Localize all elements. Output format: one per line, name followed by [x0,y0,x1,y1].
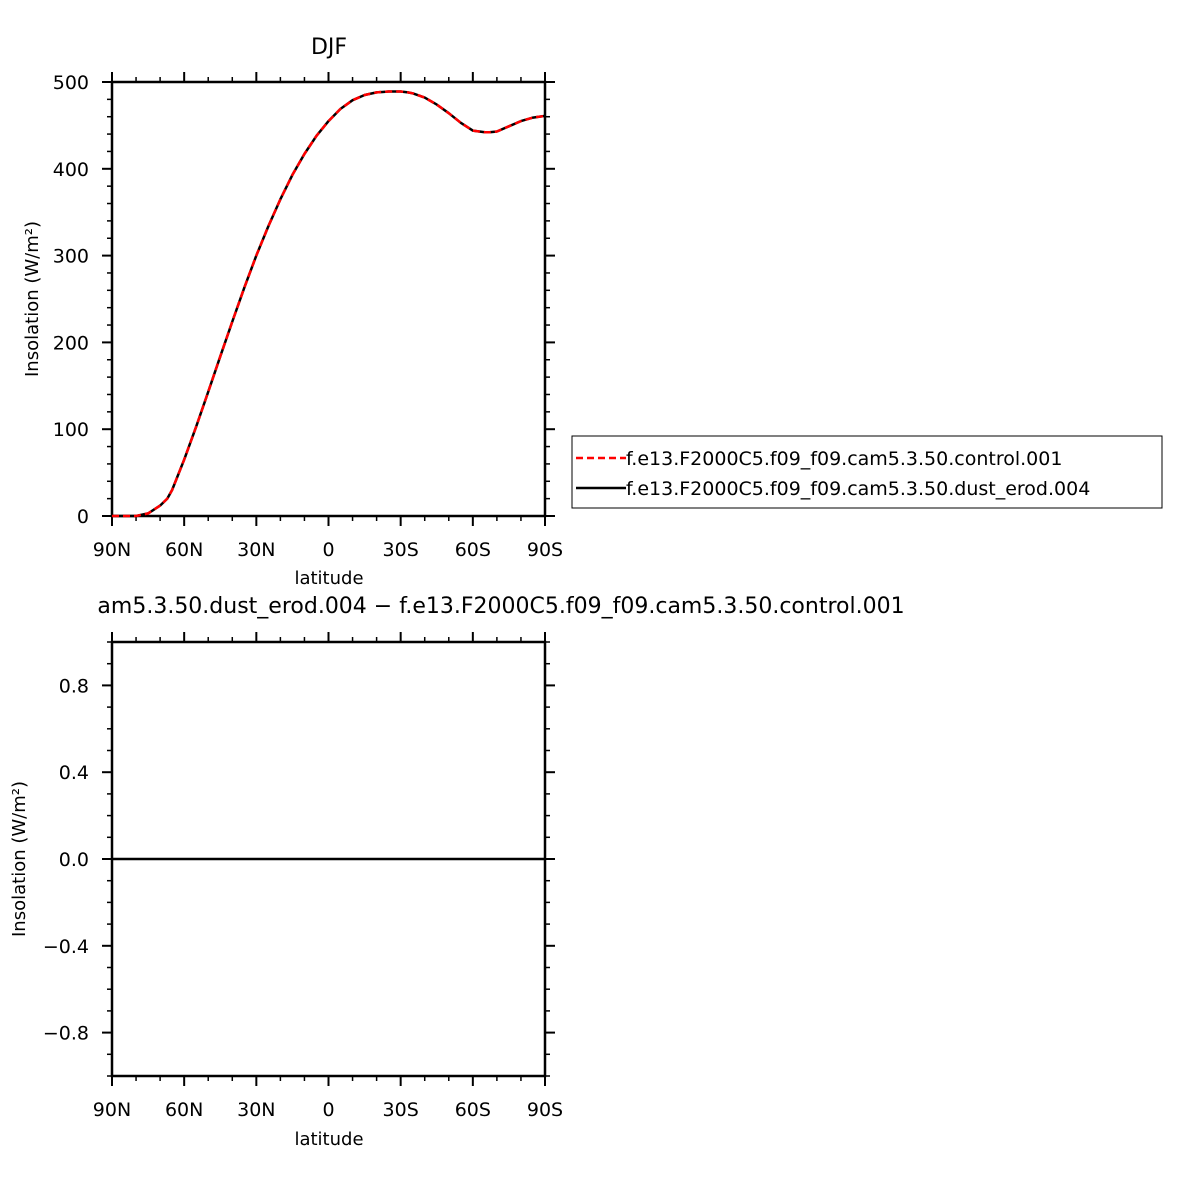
bottom-chart-x-tick-label: 60N [165,1099,203,1121]
bottom-chart-x-tick-label: 30S [383,1099,419,1121]
top-chart-x-tick-label: 90S [527,539,563,561]
top-chart-y-tick-label: 0 [77,506,89,528]
top-chart-y-tick-label: 300 [53,246,89,268]
legend-box [571,435,1163,509]
top-chart-x-tick-label: 90N [93,539,131,561]
top-chart-x-tick-label: 0 [322,539,334,561]
bottom-chart-y-axis-label: Insolation (W/m²) [9,781,30,937]
top-chart-y-axis-label: Insolation (W/m²) [22,221,43,377]
bottom-chart-y-tick-label: −0.4 [43,936,89,958]
legend-label-control: f.e13.F2000C5.f09_f09.cam5.3.50.control.… [626,448,1062,470]
top-chart-title: DJF [311,35,347,60]
bottom-chart-title: am5.3.50.dust_erod.004 − f.e13.F2000C5.f… [97,594,904,619]
bottom-chart-x-tick-label: 30N [237,1099,275,1121]
bottom-chart: am5.3.50.dust_erod.004 − f.e13.F2000C5.f… [9,594,905,1150]
top-chart-y-tick-label: 100 [53,419,89,441]
bottom-chart-y-tick-label: 0.4 [59,762,89,784]
top-chart-plot-frame [110,80,547,518]
top-chart-series-line-1 [112,90,546,518]
top-chart: DJF latitude Insolation (W/m²) 90N 60N 30N… [22,35,563,589]
bottom-chart-x-axis-label: latitude [294,1129,363,1150]
legend-label-dust-erod: f.e13.F2000C5.f09_f09.cam5.3.50.dust_ero… [626,478,1090,500]
legend: f.e13.F2000C5.f09_f09.cam5.3.50.control.… [571,435,1163,509]
top-chart-x-tick-label: 60N [165,539,203,561]
bottom-chart-x-tick-label: 60S [455,1099,491,1121]
top-chart-y-tick-label: 200 [53,332,89,354]
bottom-chart-y-tick-label: 0.0 [59,849,89,871]
bottom-chart-y-tick-label: 0.8 [59,675,89,697]
top-chart-series-line-0 [112,90,546,518]
top-chart-x-tick-label: 30S [383,539,419,561]
top-chart-y-tick-label: 500 [53,72,89,94]
top-chart-x-tick-label: 60S [455,539,491,561]
bottom-chart-x-tick-label: 90S [527,1099,563,1121]
top-chart-x-axis-label: latitude [294,568,363,589]
bottom-chart-x-tick-label: 90N [93,1099,131,1121]
top-chart-y-tick-label: 400 [53,159,89,181]
bottom-chart-x-tick-label: 0 [322,1099,334,1121]
top-chart-x-tick-label: 30N [237,539,275,561]
bottom-chart-y-tick-label: −0.8 [43,1023,89,1045]
